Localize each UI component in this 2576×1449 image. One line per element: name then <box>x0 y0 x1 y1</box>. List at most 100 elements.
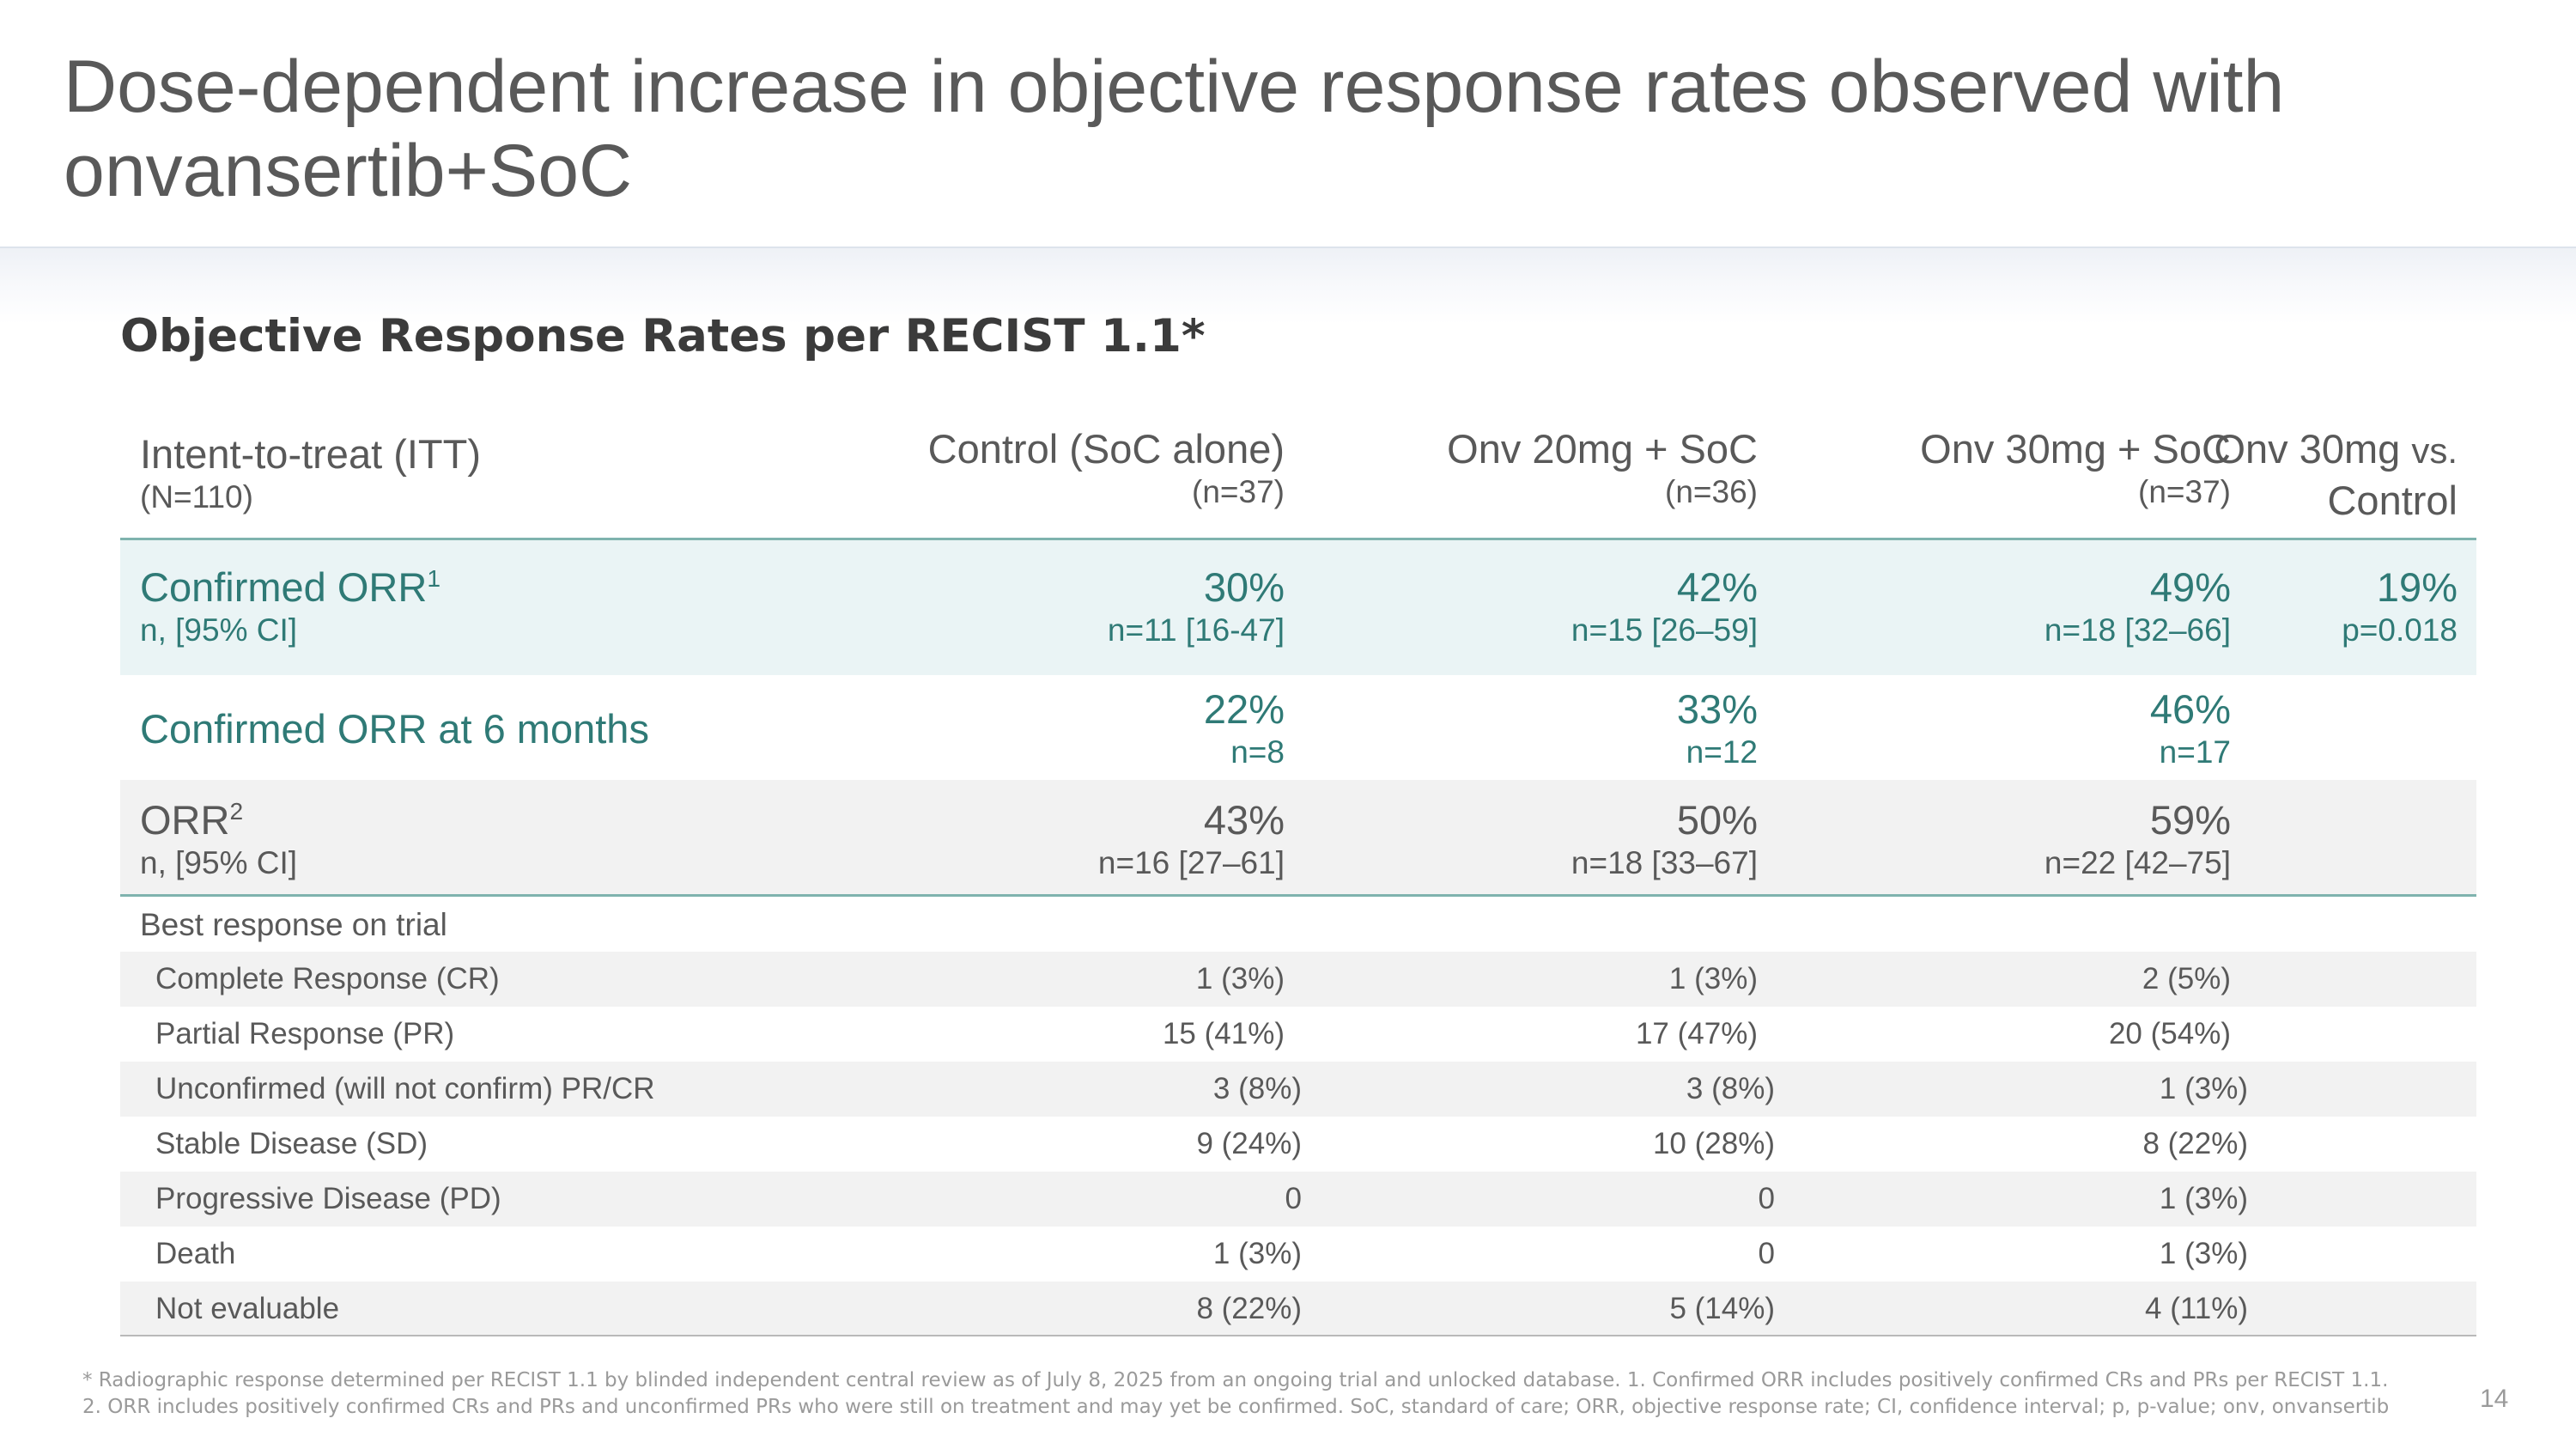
orr-footnote-ref: 2 <box>229 797 244 825</box>
table-row: Progressive Disease (PD) 0 0 1 (3%) <box>120 1172 2476 1227</box>
table-row: Stable Disease (SD) 9 (24%) 10 (28%) 8 (… <box>120 1117 2476 1172</box>
table-row: Complete Response (CR) 1 (3%) 1 (3%) 2 (… <box>120 952 2476 1007</box>
confirmed-orr-label-cell: Confirmed ORR1 n, [95% CI] <box>140 564 440 650</box>
row-label-text: Complete Response (CR) <box>155 962 500 995</box>
orr-onv30-value: 59% <box>2149 797 2231 843</box>
orr-label-text: ORR <box>140 797 230 843</box>
row-onv30: 2 (5%) <box>1801 952 2231 1007</box>
header-control: Control (SoC alone) (n=37) <box>804 426 1285 512</box>
row-label-text: Not evaluable <box>155 1292 340 1325</box>
orr-onv30-detail: n=22 [42–75] <box>2044 845 2231 880</box>
row-onv30-text: 20 (54%) <box>2108 1017 2231 1050</box>
row-onv30: 4 (11%) <box>1819 1282 2248 1336</box>
confirmed-orr-control-value: 30% <box>1203 564 1285 610</box>
footnote: * Radiographic response determined per R… <box>82 1369 2390 1418</box>
slide-title: Dose-dependent increase in objective res… <box>64 46 2285 212</box>
header-itt: Intent-to-treat (ITT) (N=110) <box>140 431 481 517</box>
header-onv20-n: (n=36) <box>1665 474 1758 509</box>
row-onv30: 1 (3%) <box>1819 1227 2248 1282</box>
header-onv30-label: Onv 30mg + SoC <box>1920 426 2231 472</box>
row-control: 1 (3%) <box>821 1227 1302 1282</box>
confirmed-orr-onv20-value: 42% <box>1676 564 1758 610</box>
orr-onv20: 50% n=18 [33–67] <box>1328 797 1758 883</box>
confirmed-orr-6m-control: 22% n=8 <box>804 686 1285 772</box>
row-onv30-text: 2 (5%) <box>2142 962 2231 995</box>
confirmed-orr-row: Confirmed ORR1 n, [95% CI] 30% n=11 [16-… <box>120 540 2476 675</box>
row-onv30: 1 (3%) <box>1819 1062 2248 1117</box>
confirmed-orr-6m-onv20: 33% n=12 <box>1328 686 1758 772</box>
header-vs-control-label: Control <box>2327 478 2458 523</box>
row-control-text: 9 (24%) <box>1196 1127 1302 1160</box>
confirmed-orr-6m-row: Confirmed ORR at 6 months 22% n=8 33% n=… <box>120 675 2476 780</box>
row-label: Progressive Disease (PD) <box>155 1172 501 1227</box>
header-itt-label: Intent-to-treat (ITT) <box>140 431 481 477</box>
section-rule <box>120 894 2476 897</box>
row-onv30: 20 (54%) <box>1801 1007 2231 1062</box>
row-onv30-text: 4 (11%) <box>2145 1292 2248 1325</box>
table-row: Partial Response (PR) 15 (41%) 17 (47%) … <box>120 1007 2476 1062</box>
header-vs-line1: Onv 30mg vs. <box>2200 426 2458 474</box>
row-label-text: Stable Disease (SD) <box>155 1127 428 1160</box>
row-control-text: 3 (8%) <box>1212 1072 1302 1105</box>
confirmed-orr-vs: 19% p=0.018 <box>2200 564 2458 650</box>
header-control-n: (n=37) <box>1192 474 1285 509</box>
row-control: 8 (22%) <box>821 1282 1302 1336</box>
confirmed-orr-sublabel: n, [95% CI] <box>140 612 298 648</box>
row-label: Death <box>155 1227 235 1282</box>
confirmed-orr-onv30-value: 49% <box>2149 564 2231 610</box>
header-vs-control: Onv 30mg vs. Control <box>2200 426 2458 524</box>
table-row: Not evaluable 8 (22%) 5 (14%) 4 (11%) <box>120 1282 2476 1335</box>
row-control-text: 1 (3%) <box>1195 962 1285 995</box>
orr-label: ORR2 <box>140 797 297 843</box>
row-label-text: Unconfirmed (will not confirm) PR/CR <box>155 1072 655 1105</box>
table-row: Unconfirmed (will not confirm) PR/CR 3 (… <box>120 1062 2476 1117</box>
header-onv30-n: (n=37) <box>2138 474 2231 509</box>
row-control: 3 (8%) <box>821 1062 1302 1117</box>
orr-onv30: 59% n=22 [42–75] <box>1801 797 2231 883</box>
row-control: 0 <box>821 1172 1302 1227</box>
row-control: 15 (41%) <box>804 1007 1285 1062</box>
row-control-text: 1 (3%) <box>1212 1237 1302 1270</box>
row-onv30-text: 1 (3%) <box>2159 1237 2248 1270</box>
header-rule <box>120 538 2476 540</box>
table-bottom-rule <box>120 1335 2476 1336</box>
confirmed-orr-6m-onv20-value: 33% <box>1676 686 1758 732</box>
orr-control-value: 43% <box>1203 797 1285 843</box>
confirmed-orr-onv20-detail: n=15 [26–59] <box>1571 612 1758 648</box>
table-header-row: Intent-to-treat (ITT) (N=110) Control (S… <box>120 426 2476 540</box>
row-label: Partial Response (PR) <box>155 1007 454 1062</box>
header-vs-onv30: Onv 30mg <box>2214 426 2401 472</box>
header-itt-n: (N=110) <box>140 479 253 514</box>
page-number: 14 <box>2480 1385 2509 1413</box>
orr-label-cell: ORR2 n, [95% CI] <box>140 797 297 883</box>
row-onv20: 3 (8%) <box>1346 1062 1775 1117</box>
orr-row: ORR2 n, [95% CI] 43% n=16 [27–61] 50% n=… <box>120 780 2476 894</box>
row-label: Unconfirmed (will not confirm) PR/CR <box>155 1062 655 1117</box>
confirmed-orr-onv30-detail: n=18 [32–66] <box>2044 612 2231 648</box>
row-onv20: 1 (3%) <box>1328 952 1758 1007</box>
confirmed-orr-6m-onv30-detail: n=17 <box>2159 734 2231 770</box>
best-response-label-cell: Best response on trial <box>140 897 447 953</box>
title-band-divider <box>0 247 2576 324</box>
confirmed-orr-control: 30% n=11 [16-47] <box>804 564 1285 650</box>
row-control-text: 0 <box>1285 1182 1302 1215</box>
row-onv20-text: 17 (47%) <box>1635 1017 1758 1050</box>
row-control: 9 (24%) <box>821 1117 1302 1172</box>
row-label: Stable Disease (SD) <box>155 1117 428 1172</box>
row-onv20: 5 (14%) <box>1346 1282 1775 1336</box>
confirmed-orr-control-detail: n=11 [16-47] <box>1107 612 1285 648</box>
confirmed-orr-6m-label-cell: Confirmed ORR at 6 months <box>140 706 649 752</box>
confirmed-orr-label: Confirmed ORR1 <box>140 564 440 611</box>
table-row: Death 1 (3%) 0 1 (3%) <box>120 1227 2476 1282</box>
confirmed-orr-onv20: 42% n=15 [26–59] <box>1328 564 1758 650</box>
row-label-text: Death <box>155 1237 236 1270</box>
row-onv20: 17 (47%) <box>1328 1007 1758 1062</box>
confirmed-orr-label-text: Confirmed ORR <box>140 564 428 610</box>
row-onv20-text: 0 <box>1758 1237 1775 1270</box>
orr-control-detail: n=16 [27–61] <box>1097 845 1285 880</box>
row-onv30-text: 1 (3%) <box>2159 1072 2248 1105</box>
row-control: 1 (3%) <box>804 952 1285 1007</box>
row-onv20: 10 (28%) <box>1346 1117 1775 1172</box>
confirmed-orr-6m-onv20-detail: n=12 <box>1686 734 1758 770</box>
orr-onv20-value: 50% <box>1676 797 1758 843</box>
